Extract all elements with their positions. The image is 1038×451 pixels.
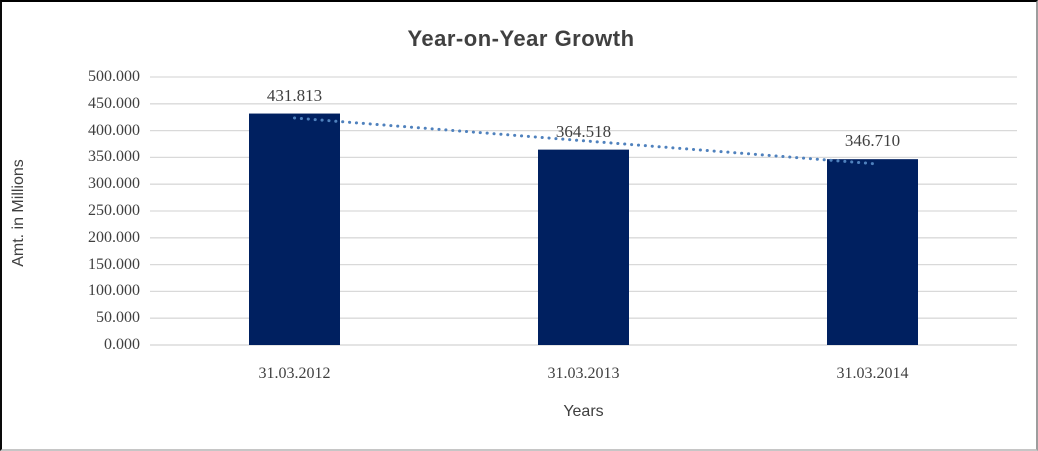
y-tick-label: 50.000 [96,309,140,327]
trendline-dotted [293,116,874,166]
y-tick-label: 500.000 [88,68,140,85]
y-tick-label: 200.000 [88,228,140,246]
bar-31.03.2013 [538,149,629,345]
bar-value-label: 364.518 [555,121,612,141]
y-tick-label: 0.000 [104,336,140,353]
y-tick-label: 400.000 [88,121,140,139]
bar-value-label: 431.813 [266,85,323,105]
y-tick-label: 100.000 [88,282,140,300]
y-tick-label: 300.000 [88,175,140,193]
y-tick-label: 350.000 [88,148,140,166]
x-tick-label: 31.03.2012 [258,365,331,382]
bar-31.03.2012 [249,113,340,345]
y-tick-label: 150.000 [88,255,140,273]
y-tick-label: 250.000 [88,202,140,219]
bar-value-label: 346.710 [844,131,901,151]
x-tick-label: 31.03.2013 [547,365,620,382]
x-axis-title: Years [563,403,604,420]
bar-31.03.2014 [827,159,918,345]
chart-title: Year-on-Year Growth [407,26,635,51]
y-tick-label: 450.000 [88,94,140,112]
y-axis-title: Amt. in Millions [10,159,27,267]
x-tick-label: 31.03.2014 [836,365,909,382]
